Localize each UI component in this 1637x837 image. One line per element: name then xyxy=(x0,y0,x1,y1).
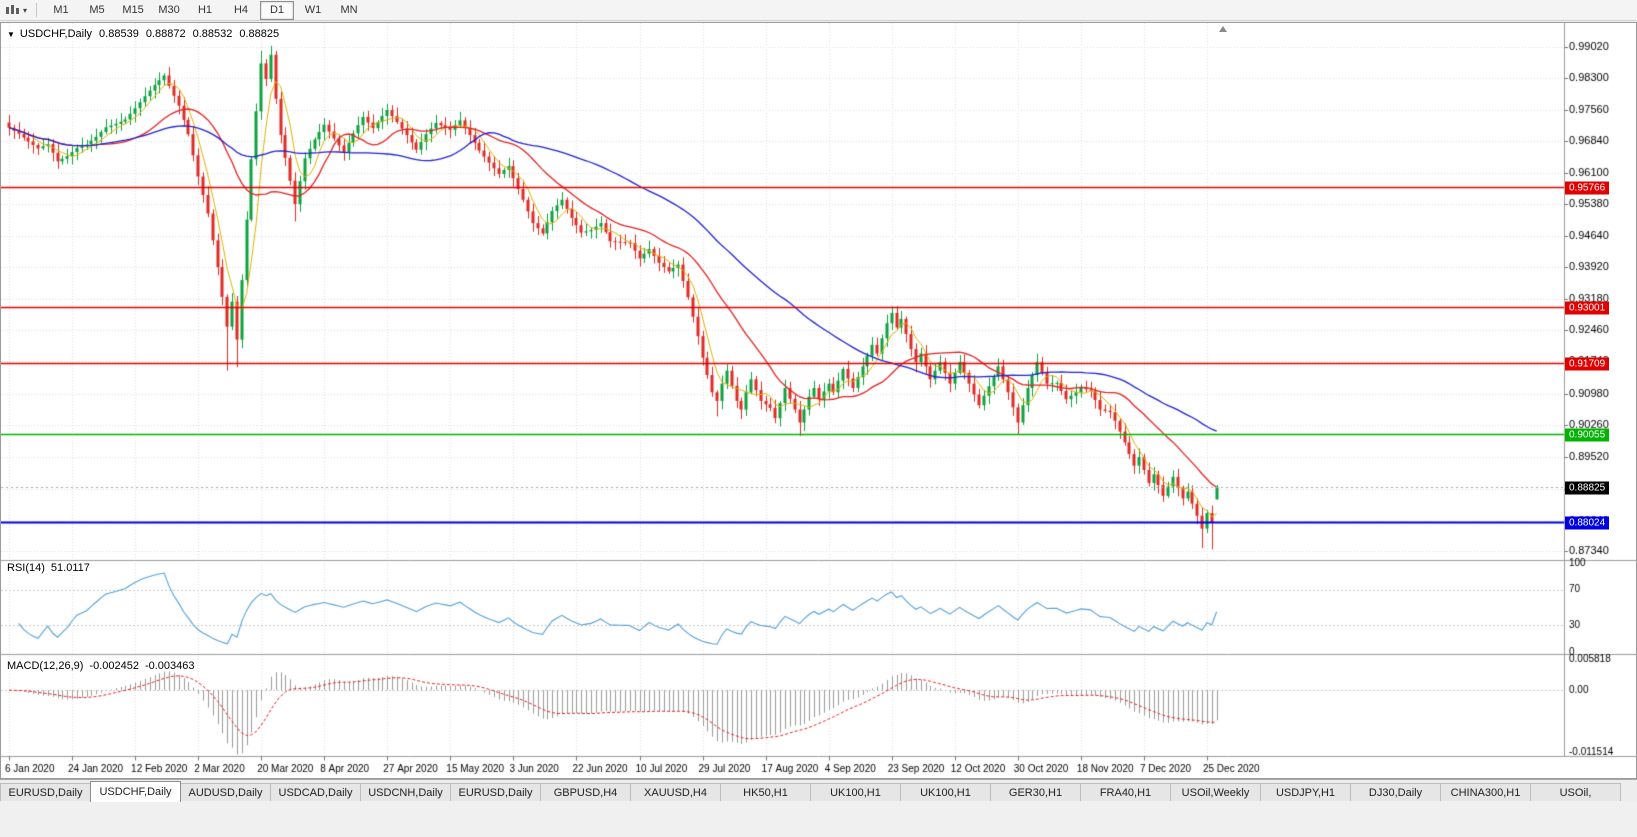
timeframe-toolbar: M1 M5 M15 M30 H1 H4 D1 W1 MN xyxy=(43,0,367,20)
timeframe-button-d1[interactable]: D1 xyxy=(260,0,295,20)
rsi-name: RSI(14) xyxy=(7,562,45,574)
chart-tab[interactable]: UK100,H1 xyxy=(810,783,901,802)
chart-tab[interactable]: FRA40,H1 xyxy=(1080,783,1171,802)
timeframe-button-m30[interactable]: M30 xyxy=(158,4,180,16)
chart-window: ▼ USDCHF,Daily 0.88539 0.88872 0.88532 0… xyxy=(0,22,1637,779)
ohlc-high: 0.88872 xyxy=(145,28,186,40)
hline-label-resistance-1: 0.95766 xyxy=(1565,181,1610,195)
hline-label-resistance-2: 0.93001 xyxy=(1565,301,1610,315)
hline-label-support-blue: 0.88024 xyxy=(1565,516,1610,530)
ohlc-low: 0.88532 xyxy=(192,28,233,40)
chart-type-icon[interactable] xyxy=(5,4,19,16)
chart-menu-icon[interactable]: ▼ xyxy=(7,29,15,39)
chart-tab[interactable]: USDJPY,H1 xyxy=(1260,783,1351,802)
rsi-value: 51.0117 xyxy=(50,562,90,574)
timeframe-button-m15[interactable]: M15 xyxy=(122,4,144,16)
chart-tab[interactable]: USDCAD,Daily xyxy=(270,783,361,802)
macd-main-value: -0.002452 xyxy=(89,660,139,672)
timeframe-button-w1[interactable]: W1 xyxy=(304,4,322,16)
chart-symbol-period: USDCHF,Daily xyxy=(19,28,93,40)
chart-tab[interactable]: DJ30,Daily xyxy=(1350,783,1441,802)
macd-signal-value: -0.003463 xyxy=(144,660,195,672)
chart-tab[interactable]: GER30,H1 xyxy=(990,783,1081,802)
chart-ohlc-title: ▼ USDCHF,Daily 0.88539 0.88872 0.88532 0… xyxy=(7,28,286,40)
chart-tab[interactable]: USDCHF,Daily xyxy=(90,781,181,802)
current-price-label: 0.88825 xyxy=(1565,481,1610,495)
price-chart-canvas[interactable] xyxy=(1,23,1636,778)
hline-label-support-green: 0.90055 xyxy=(1565,428,1610,442)
rsi-indicator-title: RSI(14) 51.0117 xyxy=(7,562,96,574)
macd-indicator-title: MACD(12,26,9) -0.002452 -0.003463 xyxy=(7,660,201,672)
chart-tab[interactable]: USOil,Weekly xyxy=(1170,783,1261,802)
chart-tab[interactable]: USOil, xyxy=(1530,783,1621,802)
macd-name: MACD(12,26,9) xyxy=(7,660,84,672)
chart-tab[interactable]: CHINA300,H1 xyxy=(1440,783,1531,802)
timeframe-button-m1[interactable]: M1 xyxy=(53,4,69,16)
bar-chart-glyph xyxy=(6,5,19,14)
chart-tab[interactable]: UK100,H1 xyxy=(900,783,991,802)
top-toolbar: ▾ M1 M5 M15 M30 H1 H4 D1 W1 MN xyxy=(0,0,1637,21)
ohlc-open: 0.88539 xyxy=(99,28,139,40)
timeframe-button-mn[interactable]: MN xyxy=(340,4,358,16)
toolbar-dropdown-icon[interactable]: ▾ xyxy=(23,5,28,15)
chart-tab[interactable]: AUDUSD,Daily xyxy=(180,783,271,802)
timeframe-button-h1[interactable]: H1 xyxy=(197,4,213,16)
chart-tab[interactable]: GBPUSD,H4 xyxy=(540,783,631,802)
chart-tab[interactable]: USDCNH,Daily xyxy=(360,783,451,802)
toolbar-separator xyxy=(36,3,38,17)
chart-tab[interactable]: HK50,H1 xyxy=(720,783,811,802)
ohlc-close: 0.88825 xyxy=(239,28,280,40)
chart-shift-marker[interactable] xyxy=(1219,26,1227,32)
hline-label-resistance-3: 0.91709 xyxy=(1565,357,1610,371)
tab-bar: EURUSD,Daily USDCHF,Daily AUDUSD,Daily USDC… xyxy=(0,779,1637,802)
bottom-filler xyxy=(0,801,1637,837)
chart-tab[interactable]: EURUSD,Daily xyxy=(450,783,541,802)
timeframe-button-h4[interactable]: H4 xyxy=(233,4,249,16)
chart-tab[interactable]: XAUUSD,H4 xyxy=(630,783,721,802)
timeframe-button-m5[interactable]: M5 xyxy=(89,4,105,16)
chart-tab[interactable]: EURUSD,Daily xyxy=(0,783,91,802)
